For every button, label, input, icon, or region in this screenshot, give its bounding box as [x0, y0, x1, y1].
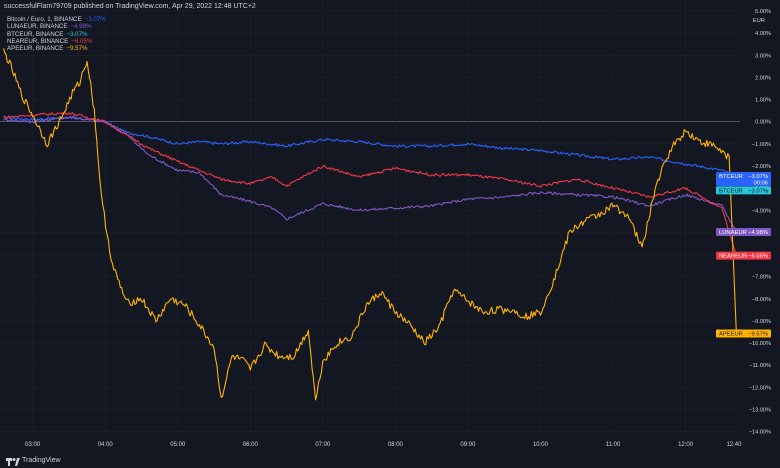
publish-header: successfulFlam79709 published on Trading…	[4, 3, 256, 10]
series-layer	[3, 48, 737, 401]
price-badge: APEEUR −9.57%	[716, 329, 771, 338]
x-tick-label: 03:00	[25, 442, 41, 448]
y-tick-label: −9.00%	[752, 319, 771, 325]
y-tick-label: −2.00%	[752, 164, 771, 170]
y-tick-label: −13.00%	[749, 407, 771, 413]
x-axis: 03:00 04:00 05:00 06:00 07:00 08:00 09:00 10:00…	[25, 442, 742, 448]
badge-value: −4.98%	[748, 230, 768, 236]
legend-change: −3.07%	[84, 16, 106, 23]
y-axis: 5.00% 4.00% 3.00% 2.00% 1.00% 0.00% −1.00% −2.0…	[749, 9, 771, 436]
price-badge: NEAREUR −6.05%	[716, 251, 771, 260]
x-tick-label: 10:00	[533, 442, 549, 448]
badge-background	[716, 251, 771, 260]
x-tick-label: 05:00	[170, 442, 186, 448]
legend: Bitcoin / Euro, 1, BINANCE −3.07% LUNAEUR…	[7, 16, 106, 52]
y-tick-label: −4.00%	[752, 208, 771, 214]
series-line-neareur	[3, 111, 737, 256]
legend-entry[interactable]: BTCEUR, BINANCE −3.07%	[7, 31, 106, 38]
y-tick-label: −7.00%	[752, 275, 771, 281]
badge-name: APEEUR	[719, 332, 743, 338]
badge-name: BTCEUR	[719, 174, 743, 180]
legend-entry[interactable]: Bitcoin / Euro, 1, BINANCE −3.07%	[7, 16, 106, 23]
series-line-bitcoin-euro	[3, 115, 737, 177]
legend-label: Bitcoin / Euro, 1, BINANCE	[7, 16, 82, 23]
legend-label: APEEUR, BINANCE	[7, 45, 64, 53]
y-tick-label: 1.00%	[755, 98, 771, 104]
tradingview-logo-text[interactable]: TradingView	[22, 457, 61, 464]
x-tick-label: 06:00	[243, 442, 259, 448]
footer-bar	[0, 454, 780, 468]
y-tick-label: 2.00%	[755, 75, 771, 81]
badge-value: −3.07%	[748, 188, 768, 194]
y-tick-label: −14.00%	[749, 430, 771, 436]
badge-value: −3.07%	[748, 174, 768, 180]
x-tick-label: 12:00	[678, 442, 694, 448]
grid-lines	[0, 0, 740, 436]
badge-value: −9.57%	[748, 332, 768, 338]
x-tick-label: 11:00	[606, 442, 621, 448]
y-tick-label: 5.00%	[755, 9, 771, 15]
tradingview-logo-icon	[6, 458, 20, 466]
legend-label: LUNAEUR, BINANCE	[7, 23, 68, 31]
badge-name: BTCEUR	[719, 188, 743, 194]
legend-change: −6.05%	[71, 37, 93, 45]
currency-label: EUR	[753, 18, 765, 24]
legend-change: −9.57%	[66, 45, 88, 53]
legend-entry[interactable]: LUNAEUR, BINANCE −4.98%	[7, 23, 106, 30]
y-tick-label: −1.00%	[752, 142, 771, 148]
badge-value: −6.05%	[748, 254, 768, 260]
badge-background	[716, 186, 771, 195]
badge-background	[716, 329, 771, 338]
x-tick-label: 07:00	[315, 442, 331, 448]
legend-entry[interactable]: APEEUR, BINANCE −9.57%	[7, 45, 106, 52]
y-tick-label: 3.00%	[755, 53, 771, 59]
y-tick-label: −12.00%	[749, 385, 771, 391]
legend-change: −4.98%	[70, 23, 92, 31]
legend-change: −3.07%	[66, 30, 88, 38]
legend-entry[interactable]: NEAREUR, BINANCE −6.05%	[7, 38, 106, 45]
x-tick-label: 12:40	[726, 442, 742, 448]
price-badge: BTCEUR −3.07%00:06	[716, 171, 771, 186]
series-line-apeeur	[3, 48, 737, 401]
price-badge: LUNAEUR −4.98%	[716, 227, 771, 236]
x-tick-label: 08:00	[388, 442, 404, 448]
y-tick-label: −8.00%	[752, 297, 771, 303]
badge-background	[716, 227, 771, 236]
badge-name: LUNAEUR	[719, 230, 747, 236]
x-tick-label: 04:00	[98, 442, 114, 448]
y-tick-label: 0.00%	[755, 120, 771, 126]
legend-label: NEAREUR, BINANCE	[7, 37, 69, 45]
badge-background	[716, 171, 771, 186]
x-tick-label: 09:00	[460, 442, 476, 448]
y-tick-label: −11.00%	[749, 363, 771, 369]
badge-name: NEAREUR	[719, 254, 747, 260]
badge-countdown: 00:06	[753, 180, 768, 186]
price-badge: BTCEUR −3.07%	[716, 186, 771, 195]
legend-label: BTCEUR, BINANCE	[7, 30, 64, 38]
y-tick-label: 4.00%	[755, 31, 771, 37]
y-tick-label: −10.00%	[749, 341, 771, 347]
